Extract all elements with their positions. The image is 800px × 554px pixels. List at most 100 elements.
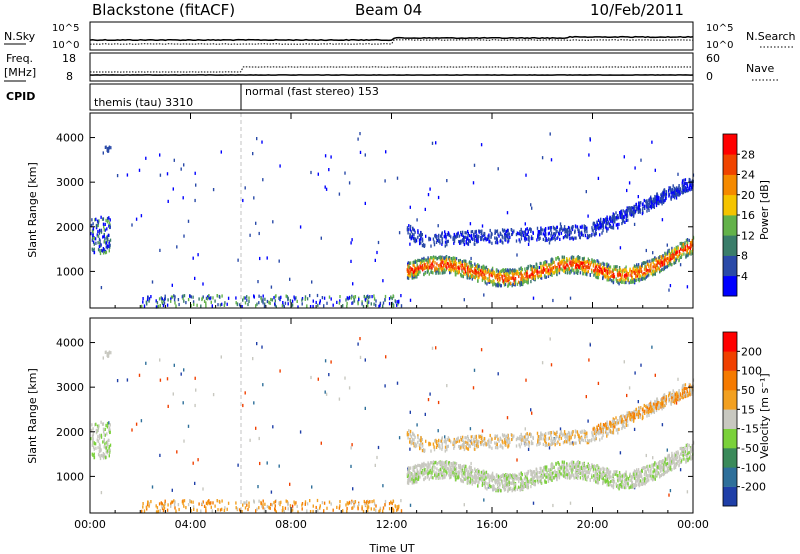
- power-cell: [480, 273, 482, 277]
- velocity-cell: [532, 501, 535, 505]
- velocity-cell: [159, 378, 162, 382]
- power-cell: [328, 168, 330, 172]
- power-cell: [600, 223, 603, 227]
- power-cell: [646, 262, 649, 266]
- velocity-cell: [138, 373, 141, 377]
- power-cell: [507, 228, 509, 232]
- velocity-cell: [289, 504, 292, 508]
- velocity-cell: [671, 457, 674, 461]
- velocity-cell: [688, 456, 691, 460]
- power-cell: [253, 196, 255, 200]
- power-cell: [289, 277, 291, 281]
- power-cell: [500, 269, 502, 273]
- power-cell: [166, 303, 169, 307]
- power-cell: [347, 297, 349, 301]
- velocity-cell: [211, 509, 213, 513]
- power-cell: [464, 231, 466, 235]
- power-cell: [452, 263, 455, 267]
- power-cell: [637, 277, 639, 281]
- velocity-cell: [682, 451, 685, 455]
- power-cell: [309, 294, 311, 298]
- power-cell: [219, 303, 222, 307]
- velocity-cell: [107, 438, 110, 442]
- power-cell: [643, 272, 645, 276]
- power-cell: [484, 275, 487, 279]
- velocity-cell: [164, 499, 166, 503]
- velocity-cell: [246, 500, 248, 504]
- velocity-cell: [533, 482, 535, 486]
- velocity-cell: [257, 485, 259, 489]
- velocity-cell: [472, 386, 475, 390]
- power-cell: [291, 299, 294, 303]
- velocity-cell: [494, 479, 496, 483]
- power-cell: [558, 229, 561, 233]
- power-cell: [483, 232, 486, 236]
- power-cell: [456, 234, 459, 238]
- velocity-cell: [364, 406, 366, 410]
- power-cell: [417, 235, 419, 239]
- velocity-cell: [661, 423, 664, 427]
- power-cell: [491, 241, 493, 245]
- power-cell: [593, 232, 595, 236]
- power-cell: [164, 296, 166, 301]
- power-cell: [548, 231, 551, 235]
- power-cell: [553, 271, 555, 275]
- power-cell: [615, 277, 617, 281]
- power-cell: [563, 225, 566, 229]
- velocity-cell: [506, 416, 509, 420]
- velocity-cell: [384, 499, 387, 504]
- velocity-cell: [373, 502, 376, 506]
- velocity-cell: [474, 467, 476, 471]
- power-cell: [481, 270, 483, 274]
- power-cell: [435, 240, 438, 244]
- power-cell: [293, 295, 295, 299]
- power-cell: [576, 225, 579, 229]
- velocity-cell: [677, 451, 679, 455]
- power-cell: [441, 237, 443, 241]
- velocity-cell: [317, 377, 319, 381]
- power-cell: [638, 279, 640, 283]
- power-cell: [445, 256, 448, 260]
- velocity-cell: [622, 473, 624, 477]
- power-cell: [406, 268, 408, 272]
- power-cell: [639, 265, 641, 269]
- power-cell: [531, 269, 533, 273]
- power-cell: [435, 270, 437, 274]
- velocity-cell: [486, 487, 488, 491]
- power-cell: [638, 272, 640, 276]
- power-cell: [417, 258, 419, 262]
- power-cell: [520, 272, 522, 276]
- velocity-cell: [571, 473, 573, 477]
- power-cell: [367, 294, 369, 298]
- power-cell: [596, 220, 598, 224]
- power-cell: [450, 264, 452, 268]
- velocity-cell: [457, 476, 460, 480]
- velocity-cell: [357, 507, 359, 511]
- power-cell: [464, 259, 466, 263]
- power-cell: [546, 270, 548, 274]
- power-cell: [520, 232, 522, 237]
- power-cell: [438, 267, 440, 271]
- power-cell: [684, 243, 686, 247]
- velocity-cell: [317, 508, 319, 512]
- power-cell: [578, 261, 580, 265]
- power-cell: [422, 258, 425, 263]
- velocity-cell: [536, 476, 538, 480]
- power-cell: [295, 296, 297, 300]
- power-cell: [512, 269, 514, 273]
- power-cell: [477, 236, 479, 240]
- power-cell: [659, 270, 661, 274]
- power-cell: [667, 261, 669, 265]
- velocity-cell: [464, 464, 466, 468]
- velocity-cell: [549, 468, 551, 472]
- power-cell: [691, 185, 693, 190]
- velocity-cell: [481, 429, 484, 433]
- power-cell: [548, 265, 551, 269]
- velocity-cell: [673, 459, 675, 463]
- velocity-cell: [175, 509, 177, 513]
- velocity-cell: [563, 468, 565, 472]
- power-cell: [197, 253, 199, 257]
- velocity-cell: [409, 503, 412, 507]
- velocity-cell: [480, 348, 483, 352]
- power-cell: [420, 237, 422, 241]
